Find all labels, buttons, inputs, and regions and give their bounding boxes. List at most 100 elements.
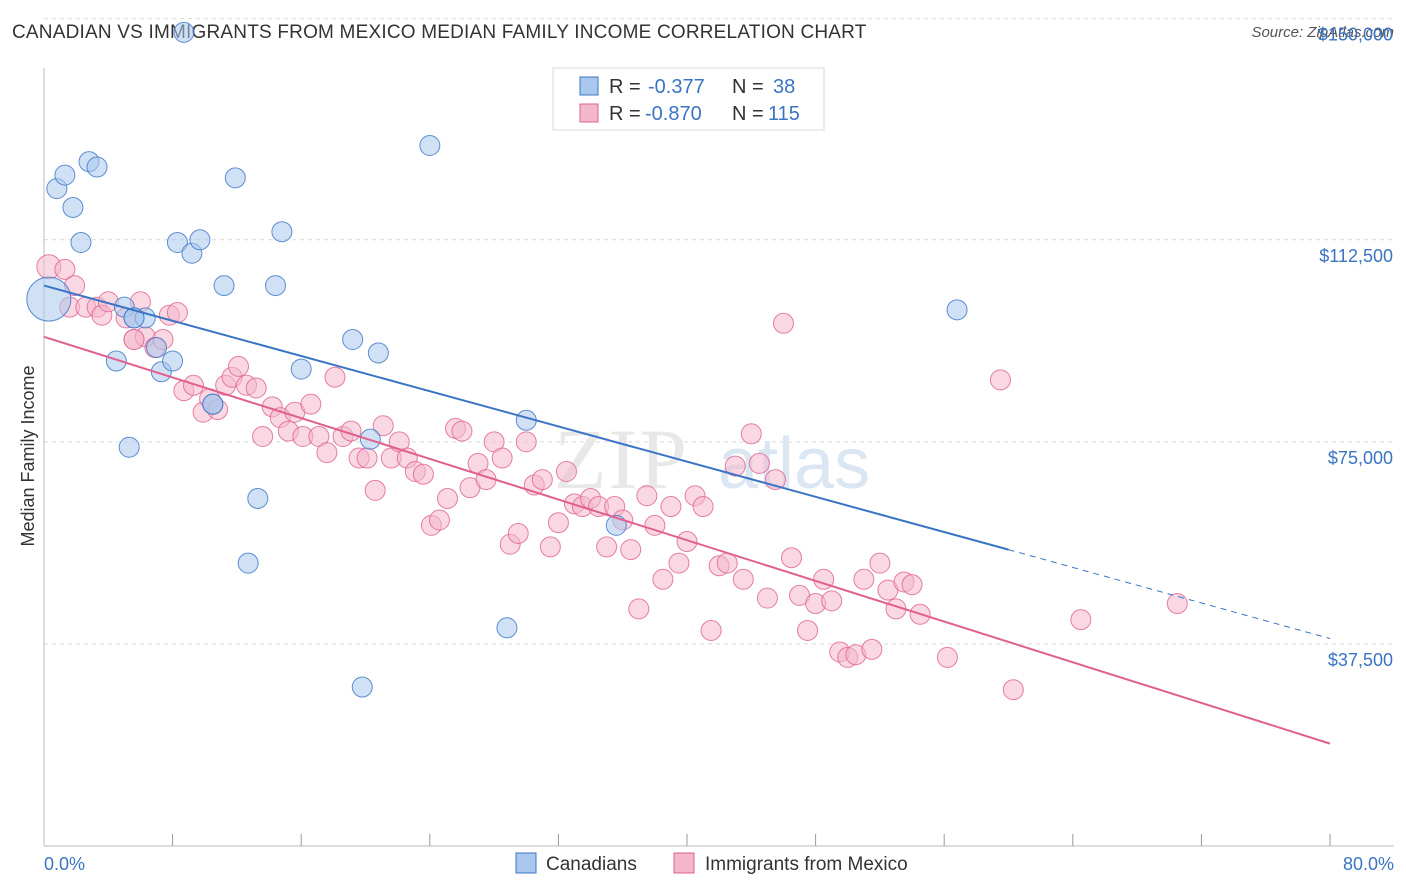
scatter-point	[252, 425, 274, 447]
scatter-point	[182, 374, 204, 396]
legend-top: R = -0.377 N = 38 R = -0.870 N = 115	[552, 67, 825, 131]
y-tick-labels: $37,500 $75,000 $112,500 $150,000	[1318, 25, 1393, 670]
scatter-point	[756, 587, 778, 609]
watermark-zip: ZIP	[554, 411, 689, 507]
scatter-point	[166, 231, 188, 253]
source-label[interactable]: Source: ZipAtlas.com	[1251, 24, 1394, 41]
scatter-point	[412, 463, 434, 485]
scatter-point	[869, 552, 891, 574]
scatter-point	[989, 369, 1011, 391]
scatter-point	[491, 447, 513, 469]
x-ticks	[172, 834, 1331, 846]
legend-n-label-1: N =	[732, 76, 764, 98]
axes	[43, 68, 1394, 847]
scatter-point	[555, 460, 577, 482]
scatter-point	[264, 275, 286, 297]
scatter-point	[419, 134, 441, 156]
scatter-point	[515, 431, 537, 453]
scatter-point	[86, 156, 108, 178]
scatter-point	[724, 455, 746, 477]
legend-bottom-mexico-swatch[interactable]	[673, 852, 695, 874]
trend-line-canadians-extension	[1008, 549, 1331, 640]
scatter-point	[290, 358, 312, 380]
y-tick-label: $75,000	[1328, 448, 1393, 468]
scatter-point	[748, 452, 770, 474]
legend-bottom-mexico-label[interactable]: Immigrants from Mexico	[705, 854, 908, 875]
scatter-point	[316, 442, 338, 464]
y-tick-label: $150,000	[1318, 25, 1393, 45]
scatter-point	[620, 539, 642, 561]
scatter-point	[507, 522, 529, 544]
scatter-point	[105, 350, 127, 372]
scatter-point	[247, 487, 269, 509]
trend-lines	[43, 284, 1331, 745]
scatter-point	[118, 436, 140, 458]
scatter-point	[936, 646, 958, 668]
legend-r-value-1: -0.377	[648, 76, 705, 98]
scatter-point	[271, 221, 293, 243]
scatter-point	[451, 420, 473, 442]
scatter-point	[496, 617, 518, 639]
legend-bottom: Canadians Immigrants from Mexico	[515, 852, 908, 875]
scatter-point	[372, 415, 394, 437]
scatter-point	[202, 393, 224, 415]
scatter-point	[189, 229, 211, 251]
x-tick-label-min: 0.0%	[44, 854, 85, 874]
scatter-point	[636, 485, 658, 507]
scatter-point	[123, 328, 145, 350]
scatter-point	[861, 638, 883, 660]
scatter-point	[628, 598, 650, 620]
scatter-point	[668, 552, 690, 574]
scatter-point	[224, 167, 246, 189]
scatter-point	[123, 307, 145, 329]
scatter-point	[732, 568, 754, 590]
scatter-point	[342, 328, 364, 350]
scatter-point	[644, 514, 666, 536]
scatter-point	[692, 496, 714, 518]
scatter-point	[228, 355, 250, 377]
scatter-point	[300, 393, 322, 415]
y-tick-label: $37,500	[1328, 650, 1393, 670]
scatter-point	[901, 574, 923, 596]
legend-mexico-swatch	[579, 103, 599, 123]
scatter-point	[237, 552, 259, 574]
y-tick-label: $112,500	[1319, 246, 1393, 266]
scatter-point	[1070, 609, 1092, 631]
legend-n-value-1: 38	[773, 76, 795, 98]
legend-bottom-canadians-label[interactable]: Canadians	[546, 854, 637, 875]
scatter-point	[700, 619, 722, 641]
scatter-point	[54, 258, 76, 280]
legend-bottom-canadians-swatch[interactable]	[515, 852, 537, 874]
scatter-point	[26, 276, 72, 322]
legend-r-label-1: R =	[609, 76, 641, 98]
legend-r-value-2: -0.870	[645, 103, 702, 125]
scatter-point	[772, 312, 794, 334]
trend-line-canadians	[43, 284, 1009, 551]
scatter-point	[367, 342, 389, 364]
scatter-point	[652, 568, 674, 590]
scatter-point	[539, 536, 561, 558]
scatter-point	[531, 469, 553, 491]
scatter-point	[676, 531, 698, 553]
scatter-point	[62, 196, 84, 218]
y-axis-title: Median Family Income	[18, 365, 38, 546]
watermark: ZIP atlas	[554, 411, 870, 507]
scatter-point	[324, 366, 346, 388]
scatter-point	[245, 377, 267, 399]
scatter-point	[356, 447, 378, 469]
scatter-point	[1166, 593, 1188, 615]
chart-title: CANADIAN VS IMMIGRANTS FROM MEXICO MEDIA…	[12, 22, 867, 43]
scatter-point	[146, 337, 168, 359]
scatter-point	[853, 568, 875, 590]
scatter-point	[1002, 679, 1024, 701]
scatter-point	[821, 590, 843, 612]
scatter-point	[436, 487, 458, 509]
scatter-point	[797, 619, 819, 641]
scatter-point	[54, 164, 76, 186]
scatter-point	[660, 496, 682, 518]
trend-line-mexico	[43, 335, 1331, 745]
scatter-point	[162, 350, 184, 372]
x-tick-label-max: 80.0%	[1343, 854, 1394, 874]
scatter-point	[70, 231, 92, 253]
